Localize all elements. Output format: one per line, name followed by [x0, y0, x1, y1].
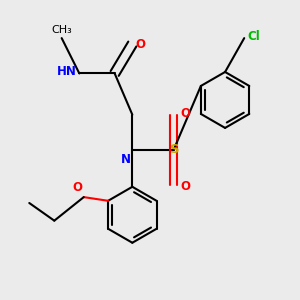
- Text: Cl: Cl: [247, 30, 260, 43]
- Text: O: O: [135, 38, 145, 50]
- Text: O: O: [72, 181, 82, 194]
- Text: HN: HN: [56, 65, 76, 79]
- Text: S: S: [170, 143, 180, 157]
- Text: O: O: [180, 180, 190, 193]
- Text: N: N: [121, 153, 131, 166]
- Text: O: O: [180, 107, 190, 120]
- Text: CH₃: CH₃: [51, 25, 72, 35]
